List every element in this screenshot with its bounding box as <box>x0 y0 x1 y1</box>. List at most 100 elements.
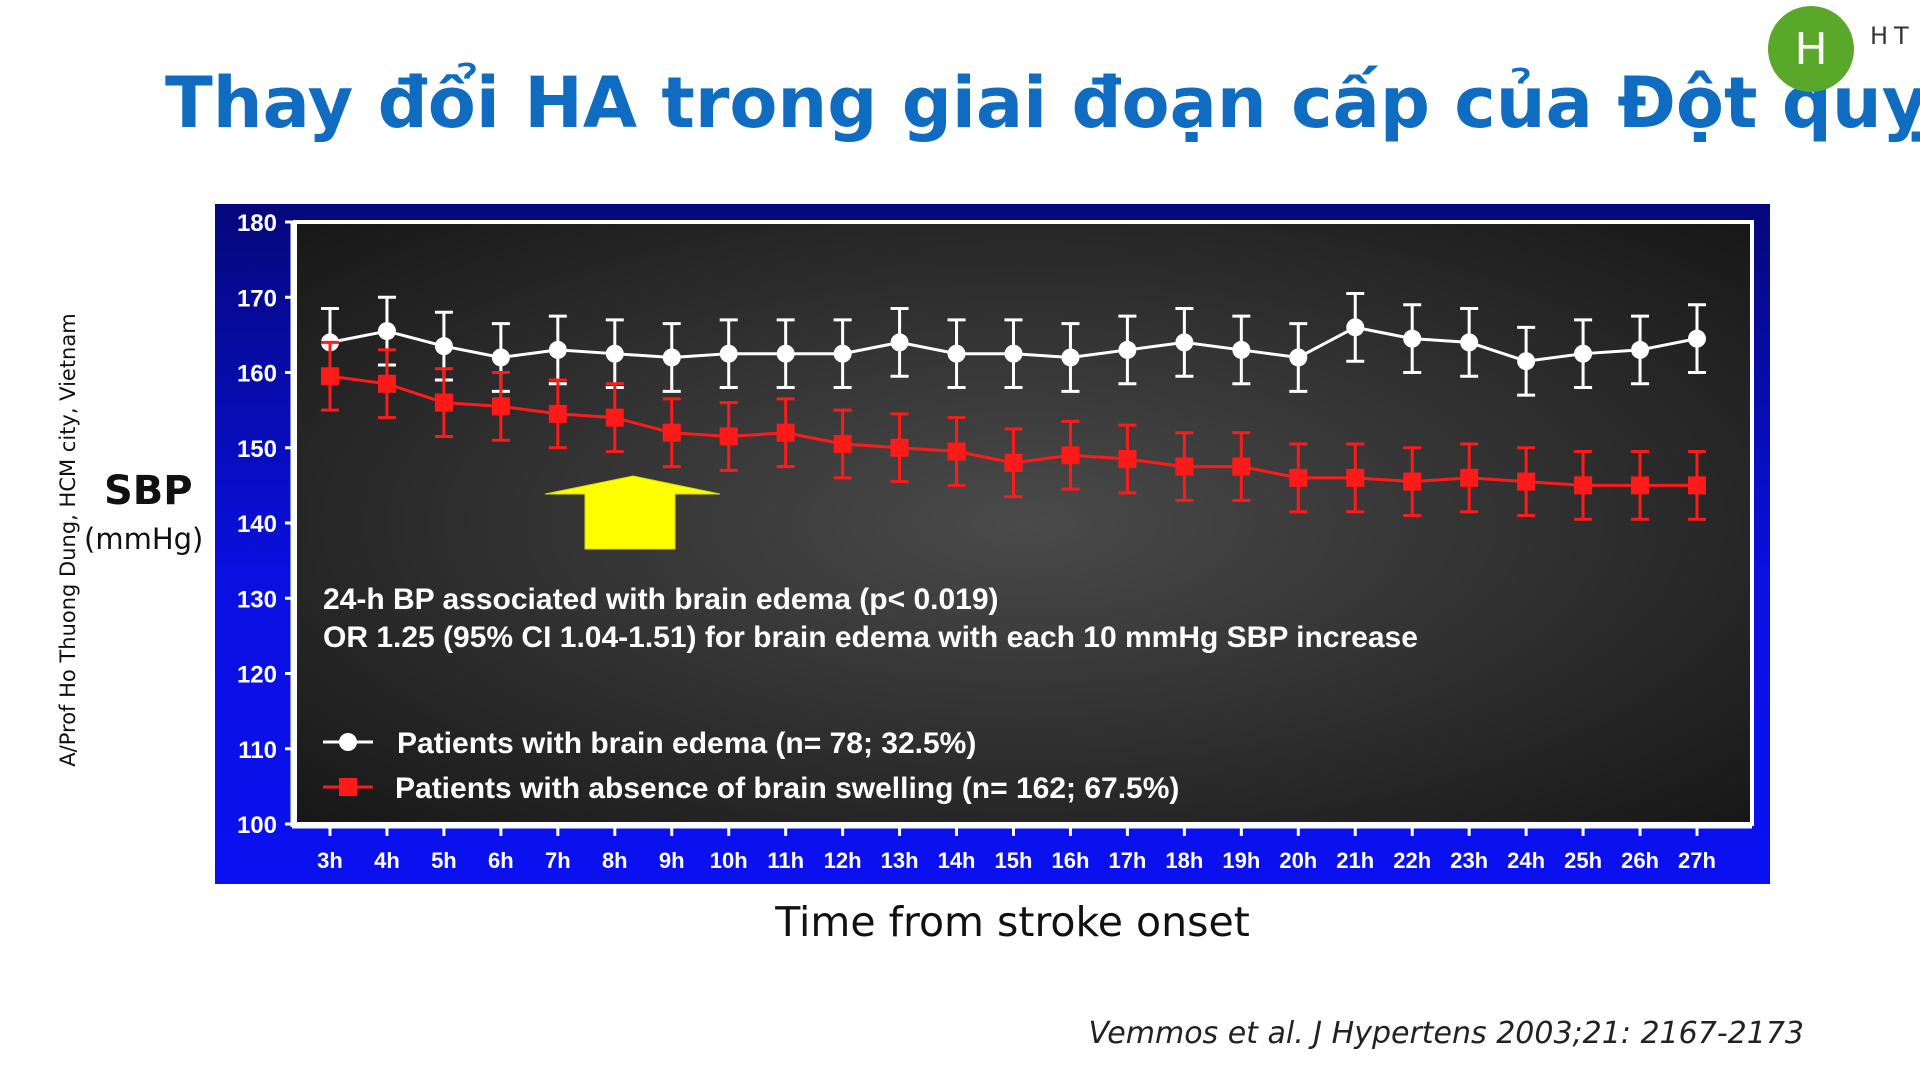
data-point-no-swelling <box>605 408 624 427</box>
data-point-no-swelling <box>1517 472 1536 491</box>
data-point-edema <box>662 348 681 367</box>
data-point-no-swelling <box>321 367 339 386</box>
data-point-edema <box>1460 333 1479 352</box>
data-point-no-swelling <box>1118 450 1137 469</box>
data-point-no-swelling <box>434 393 453 412</box>
data-point-edema <box>719 344 738 363</box>
data-point-no-swelling <box>1004 453 1023 472</box>
x-axis-title: Time from stroke onset <box>775 898 1250 946</box>
data-point-edema <box>605 344 624 363</box>
x-tick-label: 20h <box>1279 848 1317 873</box>
data-point-edema <box>1118 340 1137 359</box>
bp-chart: 180 170 160 150 140 130 120 110 100 3h 4h 5h 6h 7h 8h… <box>215 204 1770 884</box>
data-point-edema <box>1403 329 1422 348</box>
x-tick-label: 3h <box>317 848 343 873</box>
y-tick-label: 130 <box>237 586 277 613</box>
y-tick-label: 150 <box>237 436 277 463</box>
data-point-edema <box>1517 352 1536 371</box>
logo-text: HT <box>1870 22 1915 50</box>
data-point-no-swelling <box>1232 457 1251 476</box>
data-point-no-swelling <box>1688 476 1706 495</box>
data-point-edema <box>377 322 396 341</box>
data-point-edema <box>890 333 909 352</box>
y-axis-label: SBP <box>104 468 193 514</box>
data-point-edema <box>947 344 966 363</box>
x-tick-label: 15h <box>995 848 1033 873</box>
x-tick-label: 27h <box>1678 848 1716 873</box>
x-tick-label: 8h <box>602 848 628 873</box>
data-point-no-swelling <box>377 374 396 393</box>
x-tick-label: 5h <box>431 848 457 873</box>
slide-title: Thay đổi HA trong giai đoạn cấp của Đột … <box>165 62 1920 144</box>
x-tick-label: 17h <box>1108 848 1146 873</box>
data-point-no-swelling <box>1574 476 1593 495</box>
side-credit: A/Prof Ho Thuong Dung, HCM city, Vietnam <box>56 313 80 767</box>
data-point-no-swelling <box>1061 446 1080 465</box>
legend-marker-no-swelling <box>339 778 357 796</box>
data-point-no-swelling <box>491 397 510 416</box>
x-tick-label: 23h <box>1450 848 1488 873</box>
data-point-edema <box>1061 348 1080 367</box>
data-point-edema <box>1232 340 1251 359</box>
data-point-edema <box>1289 348 1308 367</box>
data-point-edema <box>833 344 852 363</box>
x-tick-label: 11h <box>767 848 804 873</box>
data-point-edema <box>1346 318 1365 337</box>
x-tick-label: 18h <box>1165 848 1203 873</box>
data-point-edema <box>1175 333 1194 352</box>
data-point-no-swelling <box>1175 457 1194 476</box>
data-point-edema <box>491 348 510 367</box>
x-tick-label: 13h <box>881 848 919 873</box>
x-tick-label: 19h <box>1222 848 1260 873</box>
x-tick-label: 16h <box>1051 848 1089 873</box>
data-point-no-swelling <box>548 404 567 423</box>
data-point-edema <box>1631 340 1650 359</box>
data-point-edema <box>1574 344 1593 363</box>
y-tick-label: 180 <box>237 210 277 237</box>
x-tick-label: 21h <box>1336 848 1374 873</box>
data-point-no-swelling <box>776 423 795 442</box>
logo-letter: H <box>1794 23 1828 75</box>
x-tick-label: 7h <box>545 848 571 873</box>
legend: Patients with brain edema (n= 78; 32.5%)… <box>323 727 1179 805</box>
data-point-no-swelling <box>1346 468 1365 487</box>
y-axis-unit: (mmHg) <box>84 522 204 556</box>
x-tick-label: 6h <box>488 848 514 873</box>
data-point-no-swelling <box>1289 468 1308 487</box>
y-tick-label: 140 <box>237 511 277 538</box>
annotation-line-2: OR 1.25 (95% CI 1.04-1.51) for brain ede… <box>323 621 1418 654</box>
x-tick-label: 24h <box>1507 848 1545 873</box>
y-tick-label: 120 <box>237 662 277 689</box>
x-tick-label: 9h <box>659 848 685 873</box>
x-tick-label: 4h <box>374 848 400 873</box>
annotation-line-1: 24-h BP associated with brain edema (p< … <box>323 583 999 616</box>
data-point-no-swelling <box>890 438 909 457</box>
data-point-no-swelling <box>1403 472 1422 491</box>
y-tick-label: 100 <box>237 812 277 839</box>
data-point-no-swelling <box>662 423 681 442</box>
data-point-edema <box>1004 344 1023 363</box>
data-point-no-swelling <box>833 434 852 453</box>
legend-label-edema: Patients with brain edema (n= 78; 32.5%) <box>397 727 976 760</box>
citation: Vemmos et al. J Hypertens 2003;21: 2167-… <box>1088 1016 1804 1051</box>
legend-label-no-swelling: Patients with absence of brain swelling … <box>395 772 1179 805</box>
y-tick-label: 160 <box>237 361 277 388</box>
x-tick-label: 14h <box>938 848 976 873</box>
data-point-edema <box>1688 329 1706 348</box>
data-point-no-swelling <box>947 442 966 461</box>
x-tick-label: 25h <box>1564 848 1602 873</box>
plot-area <box>293 220 1754 826</box>
y-tick-label: 170 <box>237 285 277 312</box>
x-tick-label: 22h <box>1393 848 1431 873</box>
x-tick-label: 12h <box>824 848 862 873</box>
data-point-edema <box>434 337 453 356</box>
data-point-edema <box>776 344 795 363</box>
yellow-arrow <box>544 475 721 550</box>
y-tick-label: 110 <box>238 737 277 764</box>
data-point-edema <box>548 340 567 359</box>
data-point-no-swelling <box>719 427 738 446</box>
x-tick-label: 26h <box>1621 848 1659 873</box>
data-point-no-swelling <box>1631 476 1650 495</box>
data-point-no-swelling <box>1460 468 1479 487</box>
legend-marker-edema <box>339 733 357 751</box>
